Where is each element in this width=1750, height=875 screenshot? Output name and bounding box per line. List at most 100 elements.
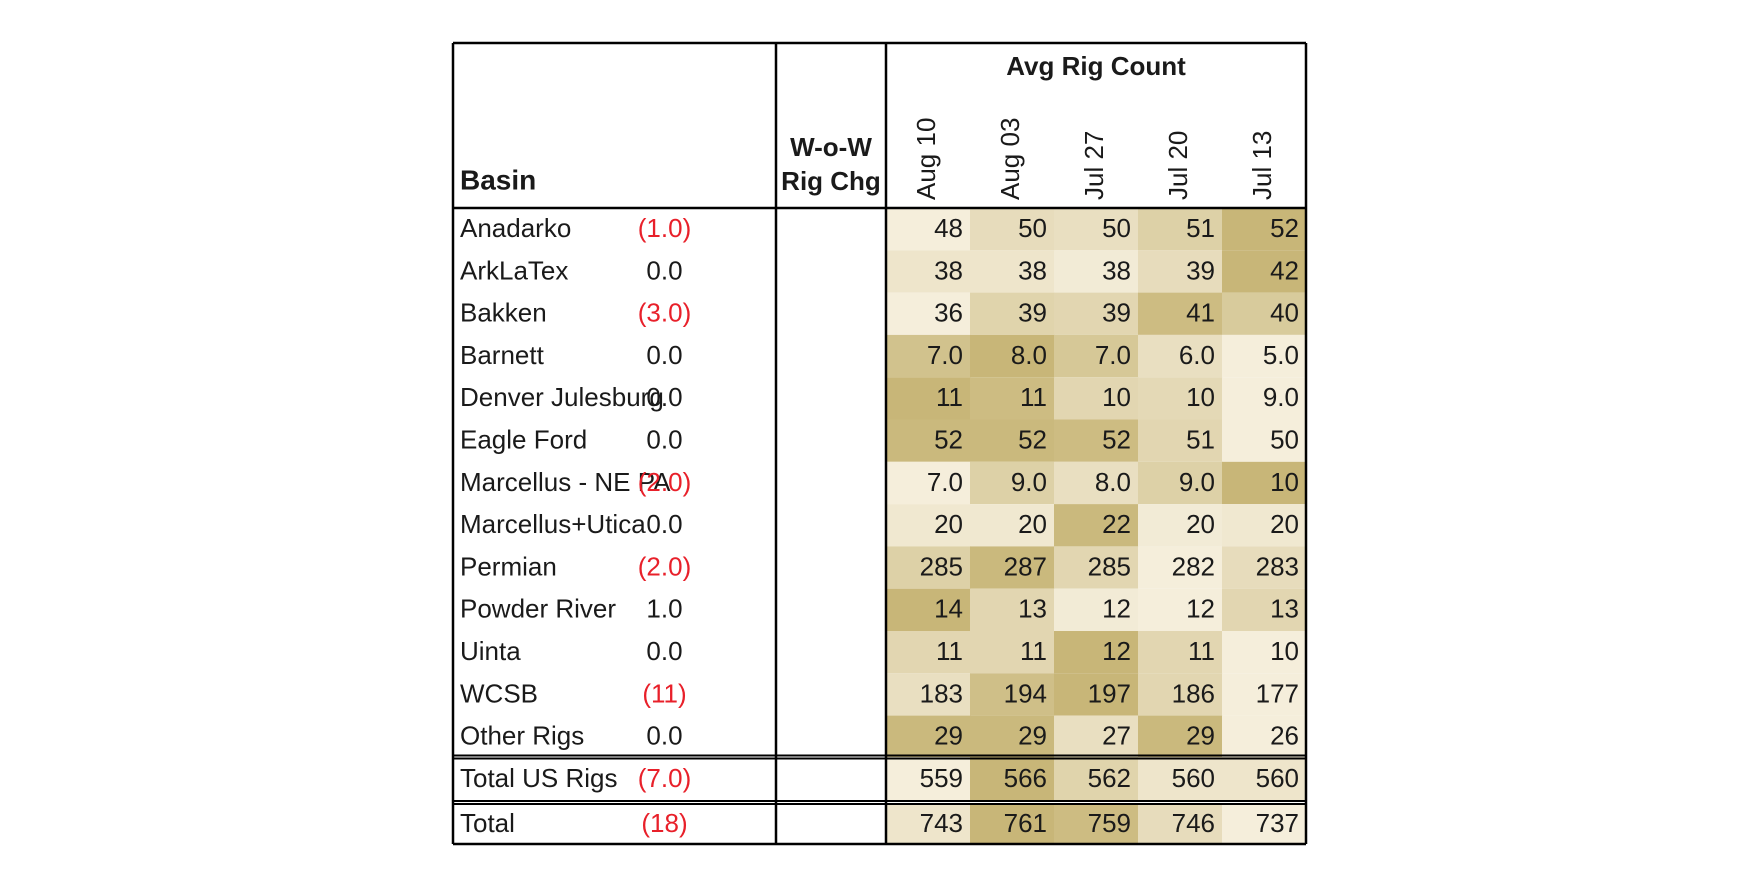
rig-count-value: 10: [1270, 467, 1299, 497]
rig-count-value: 51: [1186, 425, 1215, 455]
rig-count-value: 52: [1270, 213, 1299, 243]
rig-count-value: 9.0: [1011, 467, 1047, 497]
basin-label: Uinta: [460, 636, 521, 666]
rig-change-value: 0.0: [646, 509, 682, 539]
heat-cell: [886, 377, 971, 420]
basin-label: Total: [460, 808, 515, 838]
basin-header: Basin: [460, 164, 536, 195]
rig-count-value: 282: [1172, 551, 1215, 581]
heat-cell: [1138, 292, 1223, 335]
basin-label: Anadarko: [460, 213, 571, 243]
heat-cell: [970, 588, 1055, 631]
rig-change-value: 0.0: [646, 340, 682, 370]
rig-count-value: 51: [1186, 213, 1215, 243]
rig-count-value: 26: [1270, 721, 1299, 751]
column-date-label: Jul 27: [1079, 131, 1109, 200]
rig-count-value: 183: [920, 678, 963, 708]
heat-cell: [1054, 504, 1139, 547]
table-title: Avg Rig Count: [1006, 51, 1186, 81]
rig-count-value: 562: [1088, 763, 1131, 793]
heat-cell: [1054, 292, 1139, 335]
heat-cell: [886, 419, 971, 462]
heat-cell: [1222, 757, 1307, 801]
heat-cell: [1222, 673, 1307, 716]
rig-count-value: 177: [1256, 678, 1299, 708]
rig-count-value: 194: [1004, 678, 1047, 708]
basin-label: Other Rigs: [460, 721, 584, 751]
rig-count-value: 743: [920, 808, 963, 838]
heat-cell: [1222, 334, 1307, 378]
rig-change-value: 0.0: [646, 636, 682, 666]
rig-count-value: 12: [1102, 594, 1131, 624]
heat-cell: [1054, 631, 1139, 674]
heat-cell: [1138, 208, 1223, 251]
heat-cell: [1138, 804, 1223, 844]
heat-cell: [1054, 715, 1139, 758]
rig-count-value: 38: [934, 255, 963, 285]
rig-count-value: 560: [1256, 763, 1299, 793]
rig-count-value: 29: [1186, 721, 1215, 751]
column-date-label: Jul 13: [1247, 131, 1277, 200]
basin-label: Powder River: [460, 594, 616, 624]
heat-cell: [1222, 546, 1307, 589]
basin-label: ArkLaTex: [460, 255, 568, 285]
heat-cell: [886, 757, 971, 801]
rig-count-value: 11: [1020, 636, 1047, 666]
heat-cell: [1222, 504, 1307, 547]
heat-cell: [1138, 757, 1223, 801]
heat-cell: [1054, 419, 1139, 462]
rig-count-value: 27: [1102, 721, 1131, 751]
heat-cell: [1222, 804, 1307, 844]
rig-count-value: 197: [1088, 678, 1131, 708]
rig-change-value: (3.0): [638, 298, 691, 328]
heat-cell: [886, 292, 971, 335]
rig-count-value: 50: [1018, 213, 1047, 243]
heat-cell: [886, 631, 971, 674]
heat-cell: [1138, 250, 1223, 293]
rig-change-value: (2.0): [638, 551, 691, 581]
heat-cell: [1222, 588, 1307, 631]
rig-count-value: 559: [920, 763, 963, 793]
rig-count-value: 12: [1186, 594, 1215, 624]
heat-cell: [1138, 715, 1223, 758]
rig-count-value: 10: [1270, 636, 1299, 666]
rig-count-value: 9.0: [1263, 382, 1299, 412]
rig-change-value: (2.0): [638, 467, 691, 497]
rig-change-value: 0.0: [646, 255, 682, 285]
rig-count-value: 9.0: [1179, 467, 1215, 497]
rig-count-value: 560: [1172, 763, 1215, 793]
basin-label: Denver Julesburg: [460, 382, 664, 412]
basin-label: Marcellus - NE PA: [460, 467, 671, 497]
column-date-label: Aug 10: [911, 118, 941, 200]
rig-count-value: 20: [934, 509, 963, 539]
heat-cell: [970, 208, 1055, 251]
heat-cell: [886, 250, 971, 293]
heat-cell: [970, 504, 1055, 547]
heat-cell: [1054, 804, 1139, 844]
rig-count-value: 52: [934, 425, 963, 455]
heat-cell: [970, 377, 1055, 420]
heat-cell: [1138, 461, 1223, 505]
heat-cell: [1054, 208, 1139, 251]
column-date-label: Jul 20: [1163, 131, 1193, 200]
heat-cell: [970, 250, 1055, 293]
rig-change-value: (1.0): [638, 213, 691, 243]
heat-cell: [1222, 419, 1307, 462]
rig-count-value: 41: [1186, 298, 1215, 328]
rig-count-value: 11: [936, 382, 963, 412]
heat-cell: [1054, 673, 1139, 716]
rig-count-value: 20: [1186, 509, 1215, 539]
heat-cell: [1138, 504, 1223, 547]
basin-label: Bakken: [460, 298, 547, 328]
heat-cell: [886, 804, 971, 844]
heat-cell: [970, 292, 1055, 335]
rig-count-value: 283: [1256, 551, 1299, 581]
heat-cell: [1054, 461, 1139, 505]
rig-count-value: 10: [1102, 382, 1131, 412]
rig-count-value: 12: [1102, 636, 1131, 666]
heat-cell: [1222, 250, 1307, 293]
rig-count-value: 7.0: [1095, 340, 1131, 370]
heat-cell: [1138, 377, 1223, 420]
heat-cell: [886, 334, 971, 378]
